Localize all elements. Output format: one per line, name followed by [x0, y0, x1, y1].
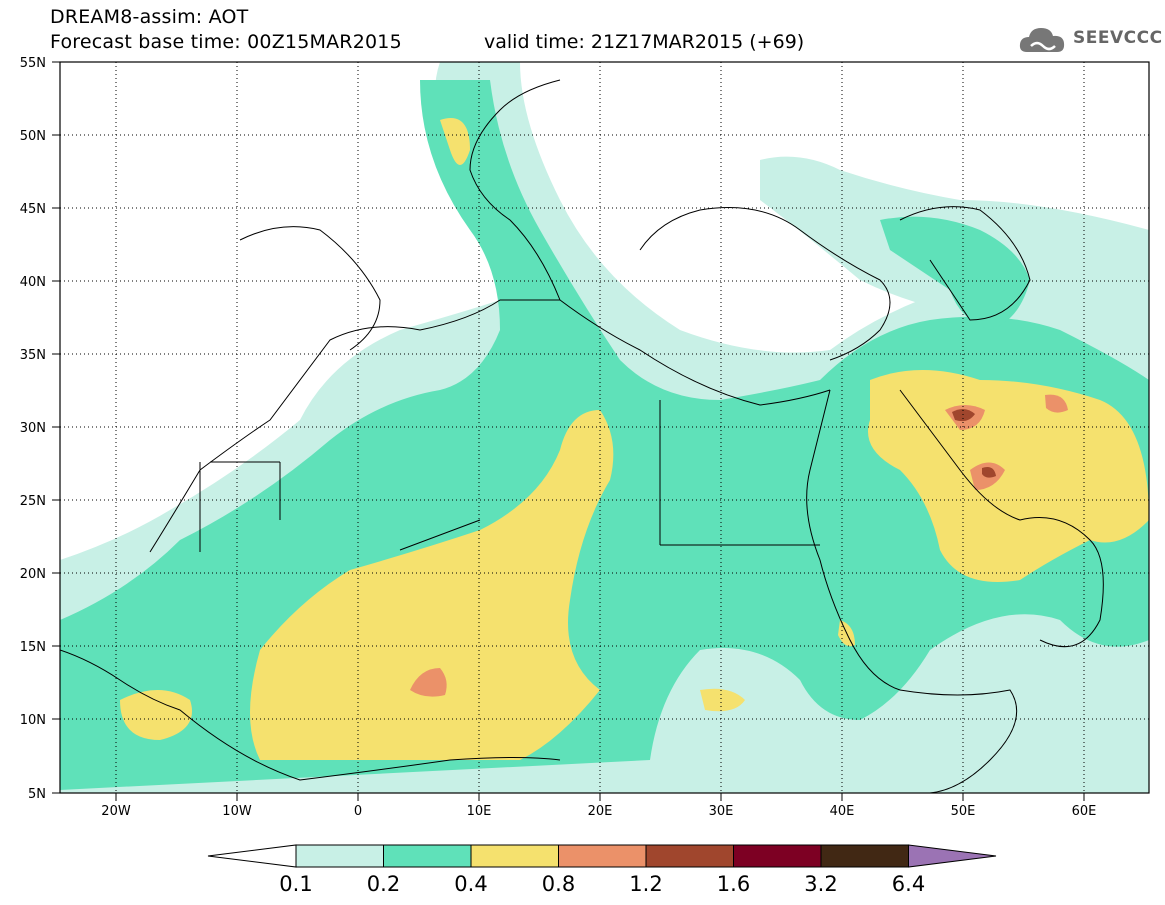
lon-label: 0: [354, 804, 362, 819]
graticule: [60, 62, 1149, 793]
lat-label: 40N: [20, 275, 46, 290]
seevccc-logo: SEEVCCC: [1017, 22, 1162, 58]
lon-label: 10E: [467, 804, 492, 819]
colorbar-swatch: [470, 844, 559, 868]
colorbar-label: 0.4: [454, 872, 488, 896]
lat-label: 30N: [20, 421, 46, 436]
colorbar-swatch: [733, 844, 822, 868]
lat-label: 35N: [20, 348, 46, 363]
valid-time: valid time: 21Z17MAR2015 (+69): [484, 31, 805, 53]
colorbar-label: 0.8: [541, 872, 576, 896]
aot-band-0-4: [120, 118, 1149, 760]
lat-label: 10N: [20, 713, 46, 728]
cloud-icon: [1019, 28, 1065, 52]
lon-label: 20E: [588, 804, 613, 819]
coastlines: [60, 79, 1104, 793]
lat-labels: 55N 50N 45N 40N 35N 30N 25N 20N 15N 10N …: [20, 56, 46, 802]
colorbar-right-arrow: [908, 844, 997, 868]
lon-label: 20W: [101, 804, 131, 819]
colorbar-left-arrow: [207, 844, 297, 868]
lat-label: 50N: [20, 129, 46, 144]
logo-text: SEEVCCC: [1073, 28, 1163, 48]
colorbar-swatch: [645, 844, 734, 868]
map-title: DREAM8-assim: AOT: [50, 6, 249, 28]
lat-label: 5N: [28, 787, 46, 802]
colorbar-label: 1.2: [629, 872, 663, 896]
axis-ticks: [52, 61, 1085, 801]
colorbar-swatch: [820, 844, 909, 868]
lon-label: 50E: [951, 804, 976, 819]
forecast-base-time: Forecast base time: 00Z15MAR2015: [50, 31, 402, 53]
aot-band-1-2: [952, 408, 996, 478]
lat-label: 25N: [20, 494, 46, 509]
colorbar: [207, 844, 997, 868]
lon-label: 10W: [222, 804, 252, 819]
lat-label: 55N: [20, 56, 46, 71]
lon-label: 40E: [830, 804, 855, 819]
colorbar-label: 0.2: [366, 872, 401, 896]
colorbar-swatch: [295, 844, 384, 868]
lat-label: 20N: [20, 567, 46, 582]
colorbar-label: 1.6: [716, 872, 751, 896]
colorbar-label: 6.4: [891, 872, 926, 896]
lon-label: 30E: [709, 804, 734, 819]
lat-label: 45N: [20, 202, 46, 217]
lon-labels: 20W 10W 0 10E 20E 30E 40E 50E 60E: [101, 804, 1096, 819]
lon-label: 60E: [1072, 804, 1097, 819]
colorbar-label: 3.2: [804, 872, 838, 896]
colorbar-swatch: [558, 844, 647, 868]
colorbar-swatch: [383, 844, 472, 868]
colorbar-label: 0.1: [279, 872, 313, 896]
lat-label: 15N: [20, 640, 46, 655]
